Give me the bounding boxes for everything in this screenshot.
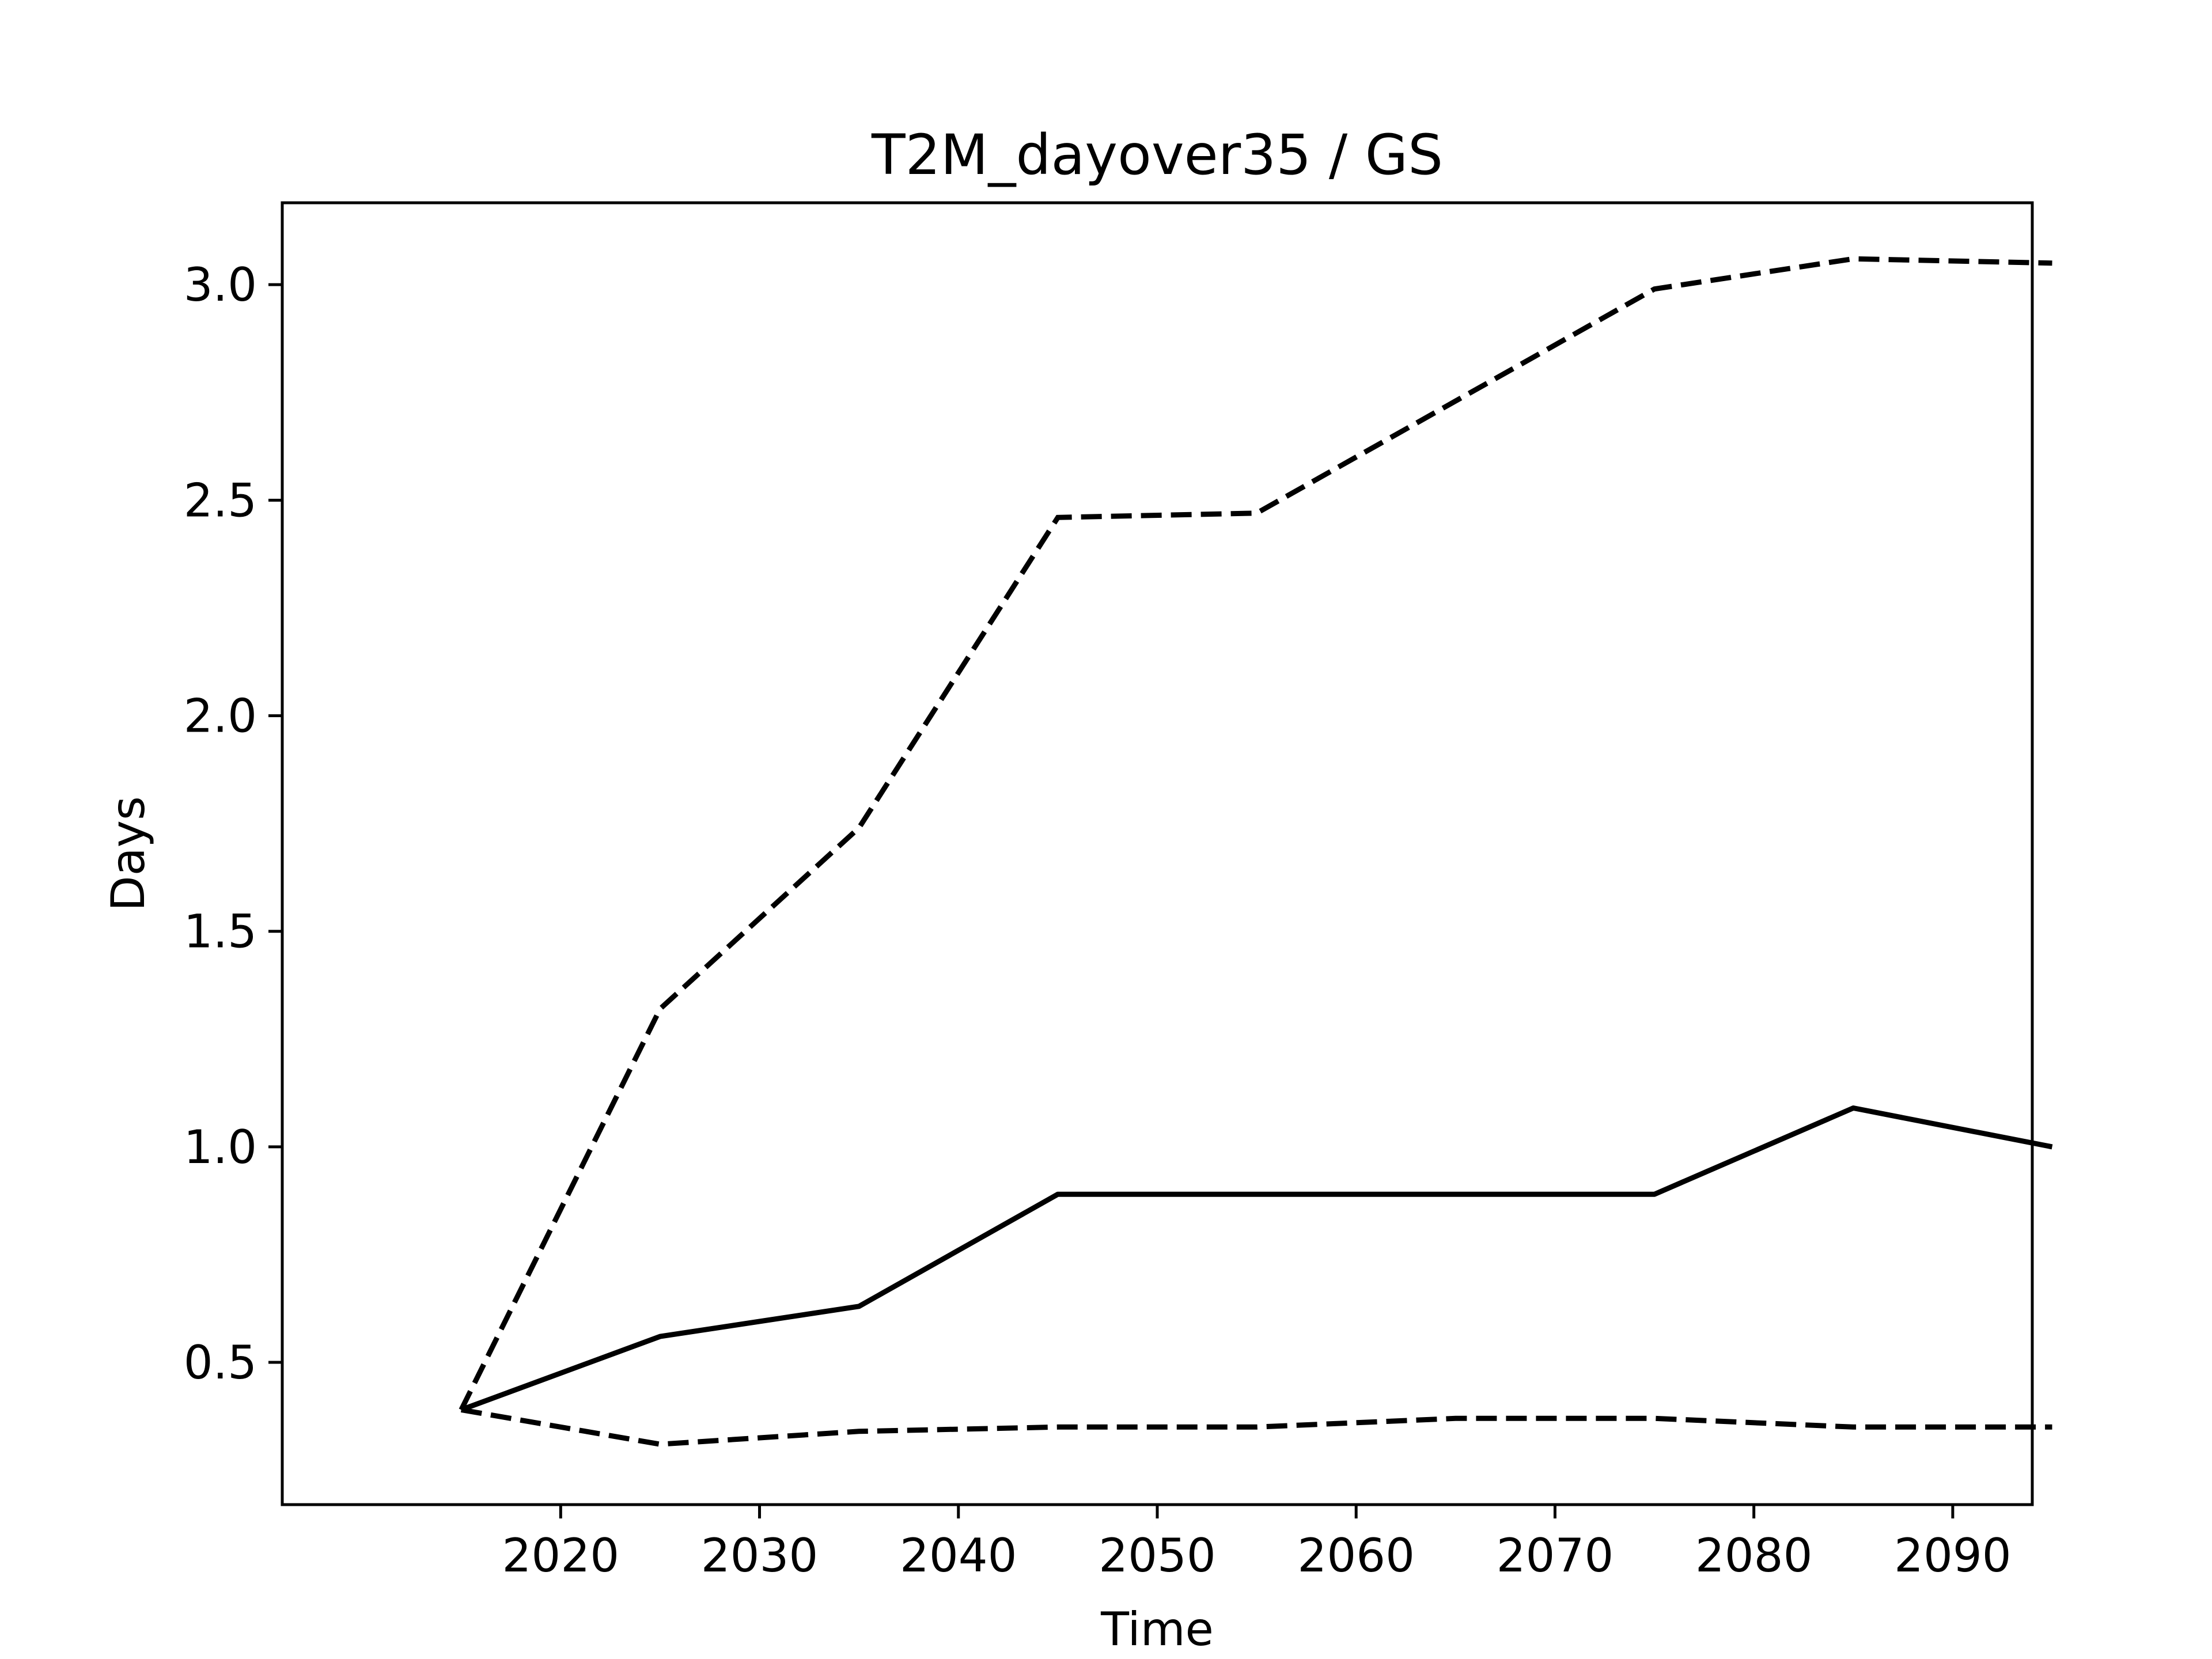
x-tick-label: 2070	[1497, 1529, 1614, 1582]
y-tick-label: 1.0	[184, 1120, 257, 1174]
x-tick-label: 2050	[1099, 1529, 1216, 1582]
y-axis-label: Days	[101, 796, 155, 911]
series-layer	[459, 256, 2053, 1447]
y-tick-label: 2.5	[184, 474, 257, 527]
x-axis-label: Time	[1100, 1603, 1214, 1656]
x-tick-label: 2020	[502, 1529, 620, 1582]
series-line-lower	[460, 1407, 2052, 1447]
y-tick-label: 3.0	[184, 258, 257, 312]
y-axis: 0.5 1.0 1.5 2.0 2.5 3.0	[184, 258, 282, 1389]
x-tick-label: 2040	[900, 1529, 1017, 1582]
x-tick-label: 2060	[1297, 1529, 1415, 1582]
y-tick-label: 0.5	[184, 1336, 257, 1389]
y-tick-label: 1.5	[184, 905, 257, 959]
x-tick-label: 2030	[701, 1529, 819, 1582]
x-tick-label: 2090	[1894, 1529, 2012, 1582]
x-tick-label: 2080	[1695, 1529, 1813, 1582]
x-axis: 2020 2030 2040 2050 2060 2070 2080 2090	[502, 1505, 2012, 1582]
series-line-upper	[459, 256, 2052, 1411]
chart-title: T2M_dayover35 / GS	[871, 123, 1443, 187]
y-tick-label: 2.0	[184, 690, 257, 743]
series-line-median	[460, 1105, 2053, 1412]
